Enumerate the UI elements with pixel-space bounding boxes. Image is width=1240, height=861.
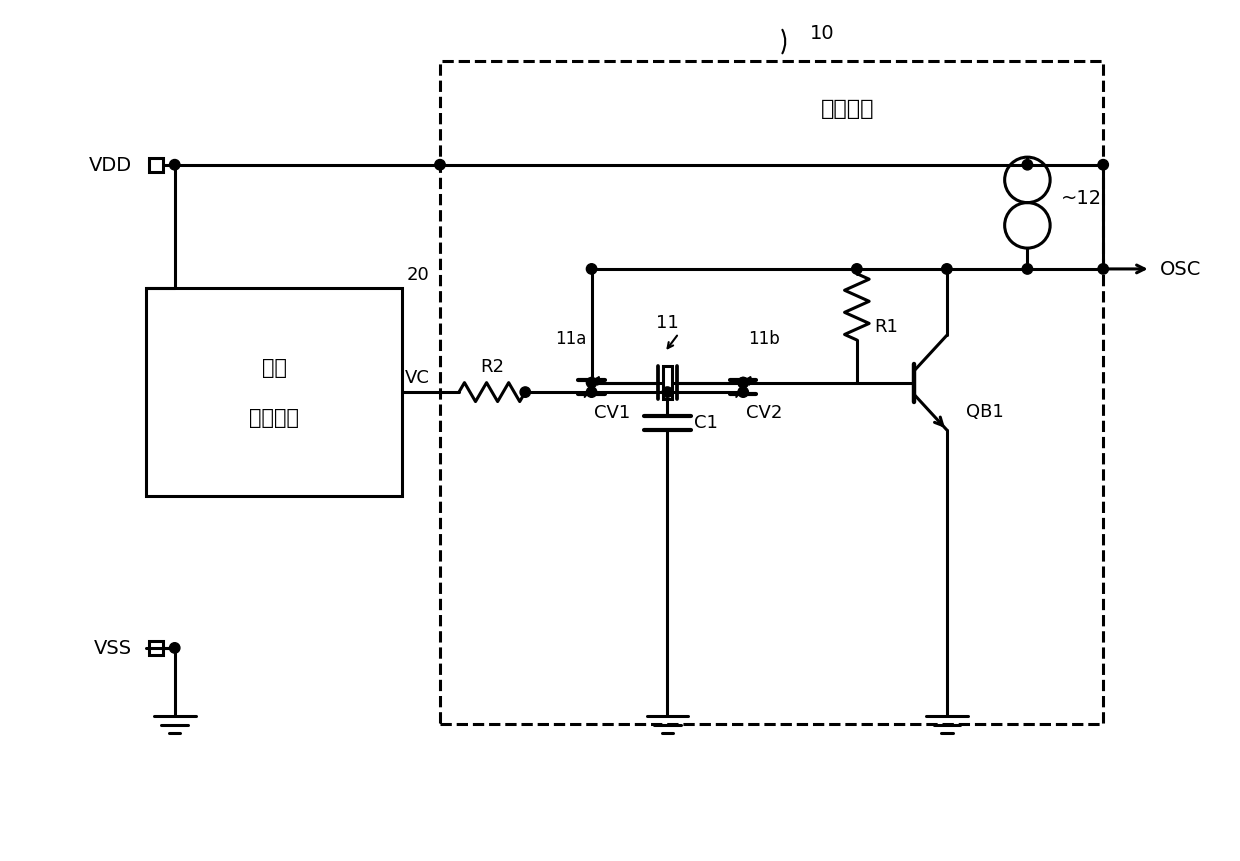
Text: C1: C1 xyxy=(694,414,718,432)
Circle shape xyxy=(852,264,862,275)
Circle shape xyxy=(435,160,445,170)
Circle shape xyxy=(587,264,596,275)
Text: R2: R2 xyxy=(480,357,505,375)
Bar xyxy=(440,61,1104,724)
Circle shape xyxy=(587,378,596,388)
Text: CV1: CV1 xyxy=(594,404,631,422)
Text: 20: 20 xyxy=(407,266,429,284)
Circle shape xyxy=(738,378,749,388)
Text: 温度: 温度 xyxy=(262,357,286,378)
Text: OSC: OSC xyxy=(1161,260,1202,279)
Circle shape xyxy=(662,387,672,398)
Bar xyxy=(149,158,162,172)
Bar xyxy=(149,641,162,655)
Text: 补偿电路: 补偿电路 xyxy=(249,407,299,428)
Text: 10: 10 xyxy=(810,23,835,42)
Circle shape xyxy=(170,643,180,653)
Text: VC: VC xyxy=(405,369,430,387)
Circle shape xyxy=(587,387,596,398)
Text: VDD: VDD xyxy=(89,156,133,175)
Text: CV2: CV2 xyxy=(746,404,782,422)
Text: VSS: VSS xyxy=(94,639,133,658)
Circle shape xyxy=(1097,264,1109,275)
Circle shape xyxy=(941,264,952,275)
Text: QB1: QB1 xyxy=(966,402,1003,420)
Bar xyxy=(662,367,672,400)
Circle shape xyxy=(1097,160,1109,170)
Text: 11: 11 xyxy=(656,313,678,331)
Text: 11b: 11b xyxy=(748,329,780,347)
Circle shape xyxy=(738,378,749,388)
Circle shape xyxy=(1022,160,1033,170)
Bar xyxy=(146,288,402,497)
Text: 11a: 11a xyxy=(556,329,587,347)
Text: ~12: ~12 xyxy=(1060,189,1101,208)
Text: 振荡电路: 振荡电路 xyxy=(821,99,874,119)
Circle shape xyxy=(170,160,180,170)
Text: R1: R1 xyxy=(874,318,898,336)
Circle shape xyxy=(1022,264,1033,275)
Circle shape xyxy=(738,387,749,398)
Circle shape xyxy=(520,387,531,398)
